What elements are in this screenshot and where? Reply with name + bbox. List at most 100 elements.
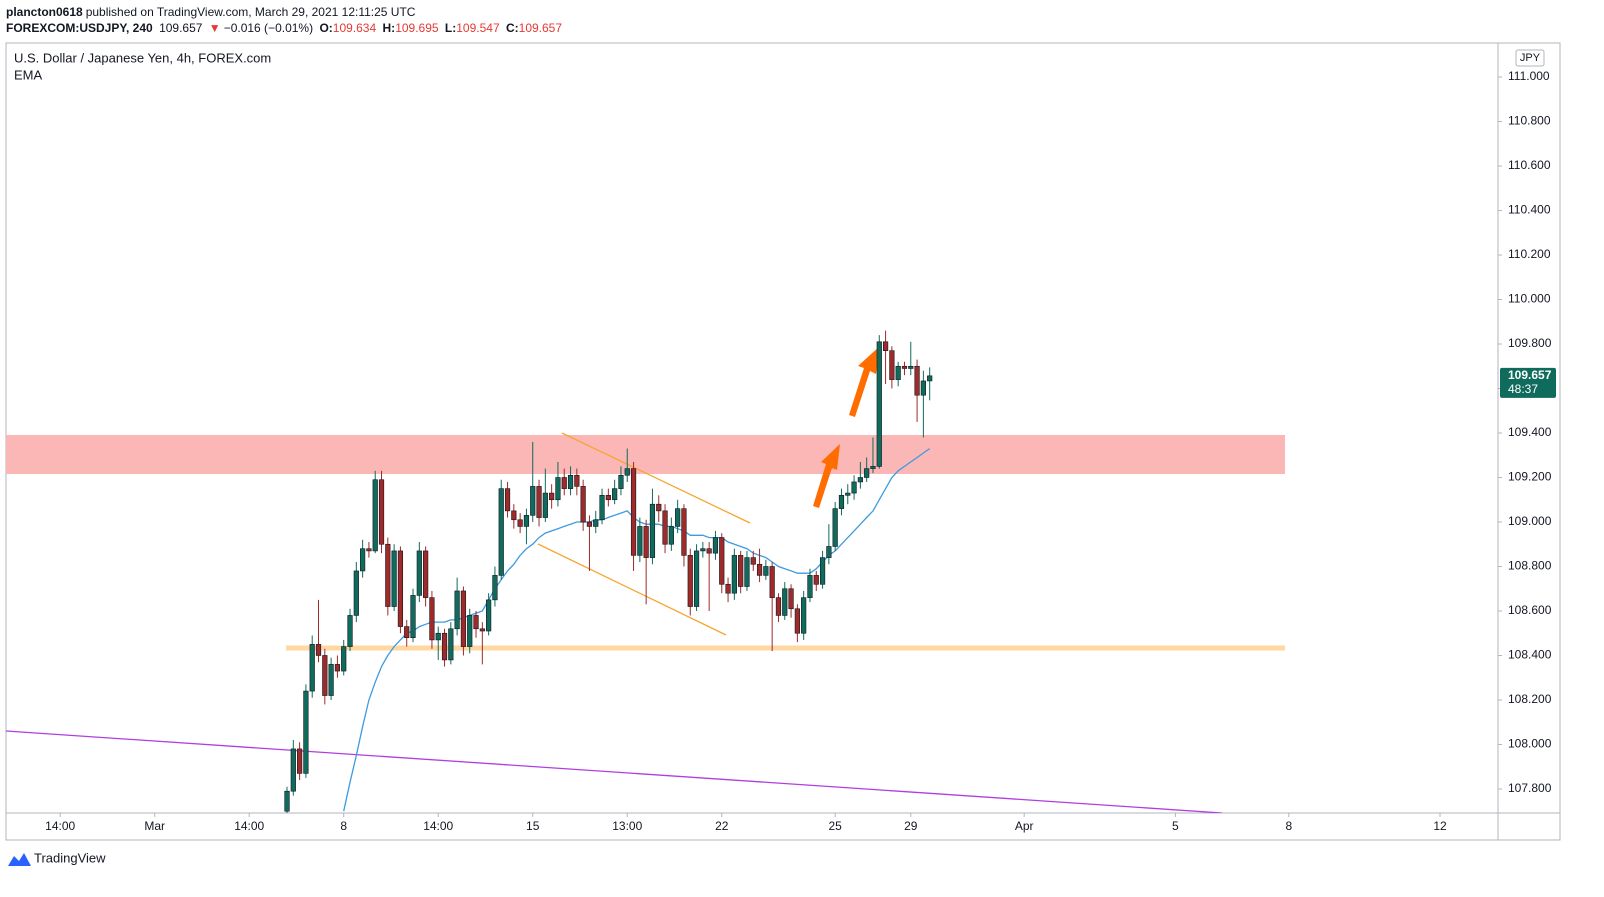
x-tick-label: Mar — [144, 819, 165, 833]
candle-body — [637, 526, 643, 556]
candle-body — [360, 548, 366, 572]
candle-body — [429, 597, 435, 641]
y-tick-label: 111.000 — [1508, 69, 1550, 83]
y-tick-label: 110.200 — [1508, 247, 1551, 261]
x-tick-label: 13:00 — [612, 819, 642, 833]
last-price-label: 109.657 — [1508, 368, 1552, 382]
currency-box — [1515, 49, 1545, 67]
x-tick-label: 29 — [904, 819, 918, 833]
candle-body — [523, 515, 530, 527]
candle-body — [290, 748, 296, 792]
candle-body — [423, 550, 429, 598]
ema-layer — [343, 448, 931, 812]
candle-body — [448, 628, 454, 661]
candle-body — [341, 646, 347, 672]
x-tick-label: 12 — [1433, 819, 1447, 833]
candle-body — [807, 575, 813, 598]
ticks: 107.800 108.000 108.200 108.400 108.600 108.8… — [45, 69, 1552, 833]
candle-body — [303, 690, 309, 774]
candle-body — [813, 575, 819, 585]
y-tick-label: 108.600 — [1508, 603, 1552, 617]
y-tick-label: 110.800 — [1508, 114, 1551, 128]
x-tick-label: Apr — [1015, 819, 1034, 833]
candle-body — [309, 644, 315, 692]
y-tick-label: 108.800 — [1508, 559, 1552, 573]
trend-line — [6, 730, 1223, 813]
candle-body — [555, 477, 561, 501]
candle-body — [567, 474, 574, 489]
x-tick-label: 14:00 — [423, 819, 453, 833]
candle-body — [561, 477, 567, 489]
ema-line — [343, 448, 931, 812]
candle-body — [416, 550, 422, 596]
y-tick-label: 110.000 — [1508, 292, 1551, 306]
candle-body — [832, 508, 838, 547]
l-label: L: — [444, 21, 457, 35]
y-tick-label: 108.200 — [1508, 692, 1552, 706]
c-value: 109.657 — [518, 21, 563, 35]
candle-body — [397, 550, 404, 627]
candle-body — [687, 555, 693, 607]
indicator-legend: EMA — [14, 67, 43, 82]
candle-body — [700, 548, 706, 552]
arrow — [849, 346, 880, 417]
candle-body — [549, 492, 555, 501]
candle-body — [328, 664, 334, 696]
candle-body — [385, 543, 391, 607]
candle-body — [857, 477, 863, 483]
candle-body — [460, 590, 467, 647]
candle-body — [794, 608, 800, 634]
candle-body — [738, 555, 744, 587]
candle-body — [870, 466, 876, 469]
drawings — [6, 346, 1285, 813]
candle-body — [725, 583, 731, 594]
y-tick-label: 110.600 — [1508, 158, 1551, 172]
candle-body — [435, 632, 441, 641]
candle-body — [297, 748, 303, 774]
candle-body — [542, 492, 548, 518]
channel-upper — [561, 432, 751, 524]
candle-body — [693, 550, 700, 607]
candle-body — [889, 350, 895, 380]
candle-body — [410, 595, 416, 638]
arrow — [813, 444, 840, 508]
candle-body — [845, 492, 851, 496]
candle-body — [750, 557, 756, 565]
y-tick-label: 109.400 — [1508, 425, 1552, 439]
x-tick-label: 14:00 — [234, 819, 264, 833]
candle-body — [479, 628, 485, 632]
header: plancton0618 published on TradingView.com… — [6, 4, 565, 36]
candle-body — [593, 519, 599, 527]
candle-body — [763, 566, 769, 576]
o-value: 109.634 — [332, 21, 377, 35]
candle-body — [473, 615, 479, 630]
candle-body — [586, 521, 593, 527]
y-tick-label: 109.200 — [1508, 470, 1552, 484]
candle-body — [624, 468, 630, 476]
candle-body — [649, 503, 656, 558]
user: plancton0618 — [6, 5, 83, 19]
candle-body — [769, 566, 775, 598]
candle-body — [656, 503, 662, 512]
candle-body — [782, 588, 788, 616]
y-tick-label: 108.000 — [1508, 737, 1552, 751]
candle-body — [580, 486, 586, 523]
candle-body — [882, 341, 889, 351]
candle-body — [486, 599, 492, 632]
candle-body — [404, 626, 410, 638]
x-tick-label: 8 — [1285, 819, 1292, 833]
y-tick-label: 109.000 — [1508, 514, 1552, 528]
candle-body — [366, 548, 372, 552]
last-price-box — [1500, 367, 1556, 398]
candle-body — [454, 590, 460, 630]
candles — [284, 330, 933, 813]
h-label: H: — [382, 21, 396, 35]
candle-body — [504, 488, 511, 512]
candle-body — [914, 365, 920, 396]
candle-body — [895, 365, 901, 380]
brand-logo — [8, 853, 31, 866]
candle-body — [819, 557, 826, 585]
candle-body — [517, 519, 523, 527]
